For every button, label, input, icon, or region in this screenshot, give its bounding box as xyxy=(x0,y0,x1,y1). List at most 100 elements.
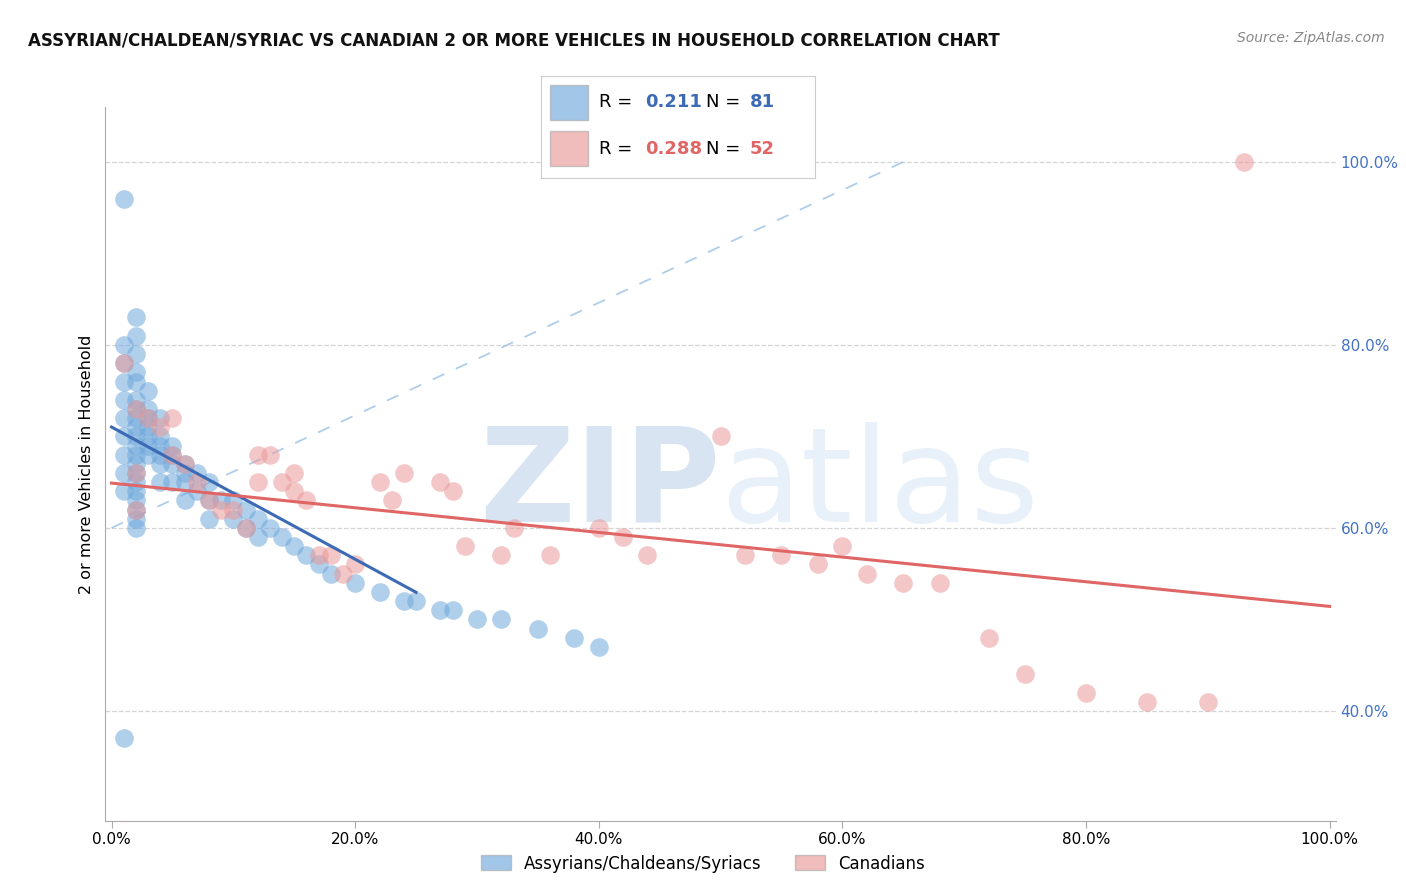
Text: R =: R = xyxy=(599,94,633,112)
Point xyxy=(125,457,148,471)
Point xyxy=(283,539,305,553)
Point xyxy=(125,365,148,379)
Point xyxy=(112,356,135,370)
Text: 0.288: 0.288 xyxy=(645,140,703,158)
Point xyxy=(612,530,634,544)
Point xyxy=(246,530,269,544)
Point xyxy=(198,493,221,508)
Point xyxy=(405,594,427,608)
Point xyxy=(149,438,172,452)
Point xyxy=(283,466,305,480)
Point xyxy=(162,457,184,471)
Point xyxy=(441,603,464,617)
Point xyxy=(125,438,148,452)
Point xyxy=(112,466,135,480)
Point xyxy=(538,549,561,563)
Point xyxy=(855,566,877,581)
Point xyxy=(162,438,184,452)
Bar xyxy=(550,131,588,166)
Point xyxy=(392,594,415,608)
Point xyxy=(112,411,135,425)
Point xyxy=(209,502,232,516)
Point xyxy=(136,411,159,425)
Point xyxy=(308,549,330,563)
Point xyxy=(112,375,135,389)
Point xyxy=(162,448,184,462)
Text: 81: 81 xyxy=(749,94,775,112)
Point xyxy=(637,549,659,563)
Point xyxy=(588,640,610,654)
Point xyxy=(198,493,221,508)
Point xyxy=(222,512,245,526)
Point xyxy=(977,631,1000,645)
Point xyxy=(454,539,477,553)
Point xyxy=(125,475,148,490)
Point xyxy=(112,448,135,462)
Point xyxy=(319,566,342,581)
Point xyxy=(112,822,135,837)
Point xyxy=(112,484,135,499)
Point xyxy=(502,521,524,535)
Point xyxy=(125,466,148,480)
Point xyxy=(283,484,305,499)
Point xyxy=(1136,695,1159,709)
Point xyxy=(368,475,391,490)
Text: ZIP: ZIP xyxy=(479,422,721,549)
Point xyxy=(381,493,404,508)
Point xyxy=(173,457,195,471)
Point xyxy=(125,493,148,508)
Point xyxy=(136,438,159,452)
Point xyxy=(259,521,281,535)
Point xyxy=(491,549,513,563)
Point xyxy=(465,612,488,626)
Point xyxy=(149,429,172,443)
Point xyxy=(125,502,148,516)
Text: N =: N = xyxy=(706,140,740,158)
Point xyxy=(491,612,513,626)
Point xyxy=(198,475,221,490)
Point xyxy=(125,392,148,407)
Point xyxy=(173,466,195,480)
Point xyxy=(332,566,354,581)
Point xyxy=(136,420,159,434)
Legend: Assyrians/Chaldeans/Syriacs, Canadians: Assyrians/Chaldeans/Syriacs, Canadians xyxy=(474,848,932,880)
Point xyxy=(1233,155,1256,169)
Point xyxy=(112,429,135,443)
Y-axis label: 2 or more Vehicles in Household: 2 or more Vehicles in Household xyxy=(79,334,94,593)
Point xyxy=(112,338,135,352)
Point xyxy=(112,192,135,206)
Point xyxy=(235,521,257,535)
Point xyxy=(125,420,148,434)
Point xyxy=(235,502,257,516)
Point xyxy=(429,603,451,617)
Point xyxy=(125,484,148,499)
Point xyxy=(173,493,195,508)
Point xyxy=(770,549,793,563)
Point xyxy=(149,448,172,462)
Point xyxy=(162,411,184,425)
Point xyxy=(344,575,367,590)
Point xyxy=(441,484,464,499)
Point xyxy=(173,457,195,471)
Point xyxy=(125,347,148,361)
Point xyxy=(271,475,294,490)
Point xyxy=(136,429,159,443)
Point xyxy=(125,521,148,535)
Point xyxy=(125,411,148,425)
Point xyxy=(198,512,221,526)
Point xyxy=(344,558,367,572)
Point xyxy=(222,493,245,508)
Point xyxy=(891,575,914,590)
Point xyxy=(125,512,148,526)
Point xyxy=(527,622,550,636)
Point xyxy=(136,411,159,425)
Point xyxy=(271,530,294,544)
Point xyxy=(429,475,451,490)
Point xyxy=(125,328,148,343)
Point xyxy=(125,375,148,389)
Point xyxy=(368,585,391,599)
Point xyxy=(295,549,318,563)
Point xyxy=(1197,695,1219,709)
Point xyxy=(222,502,245,516)
Point xyxy=(246,512,269,526)
